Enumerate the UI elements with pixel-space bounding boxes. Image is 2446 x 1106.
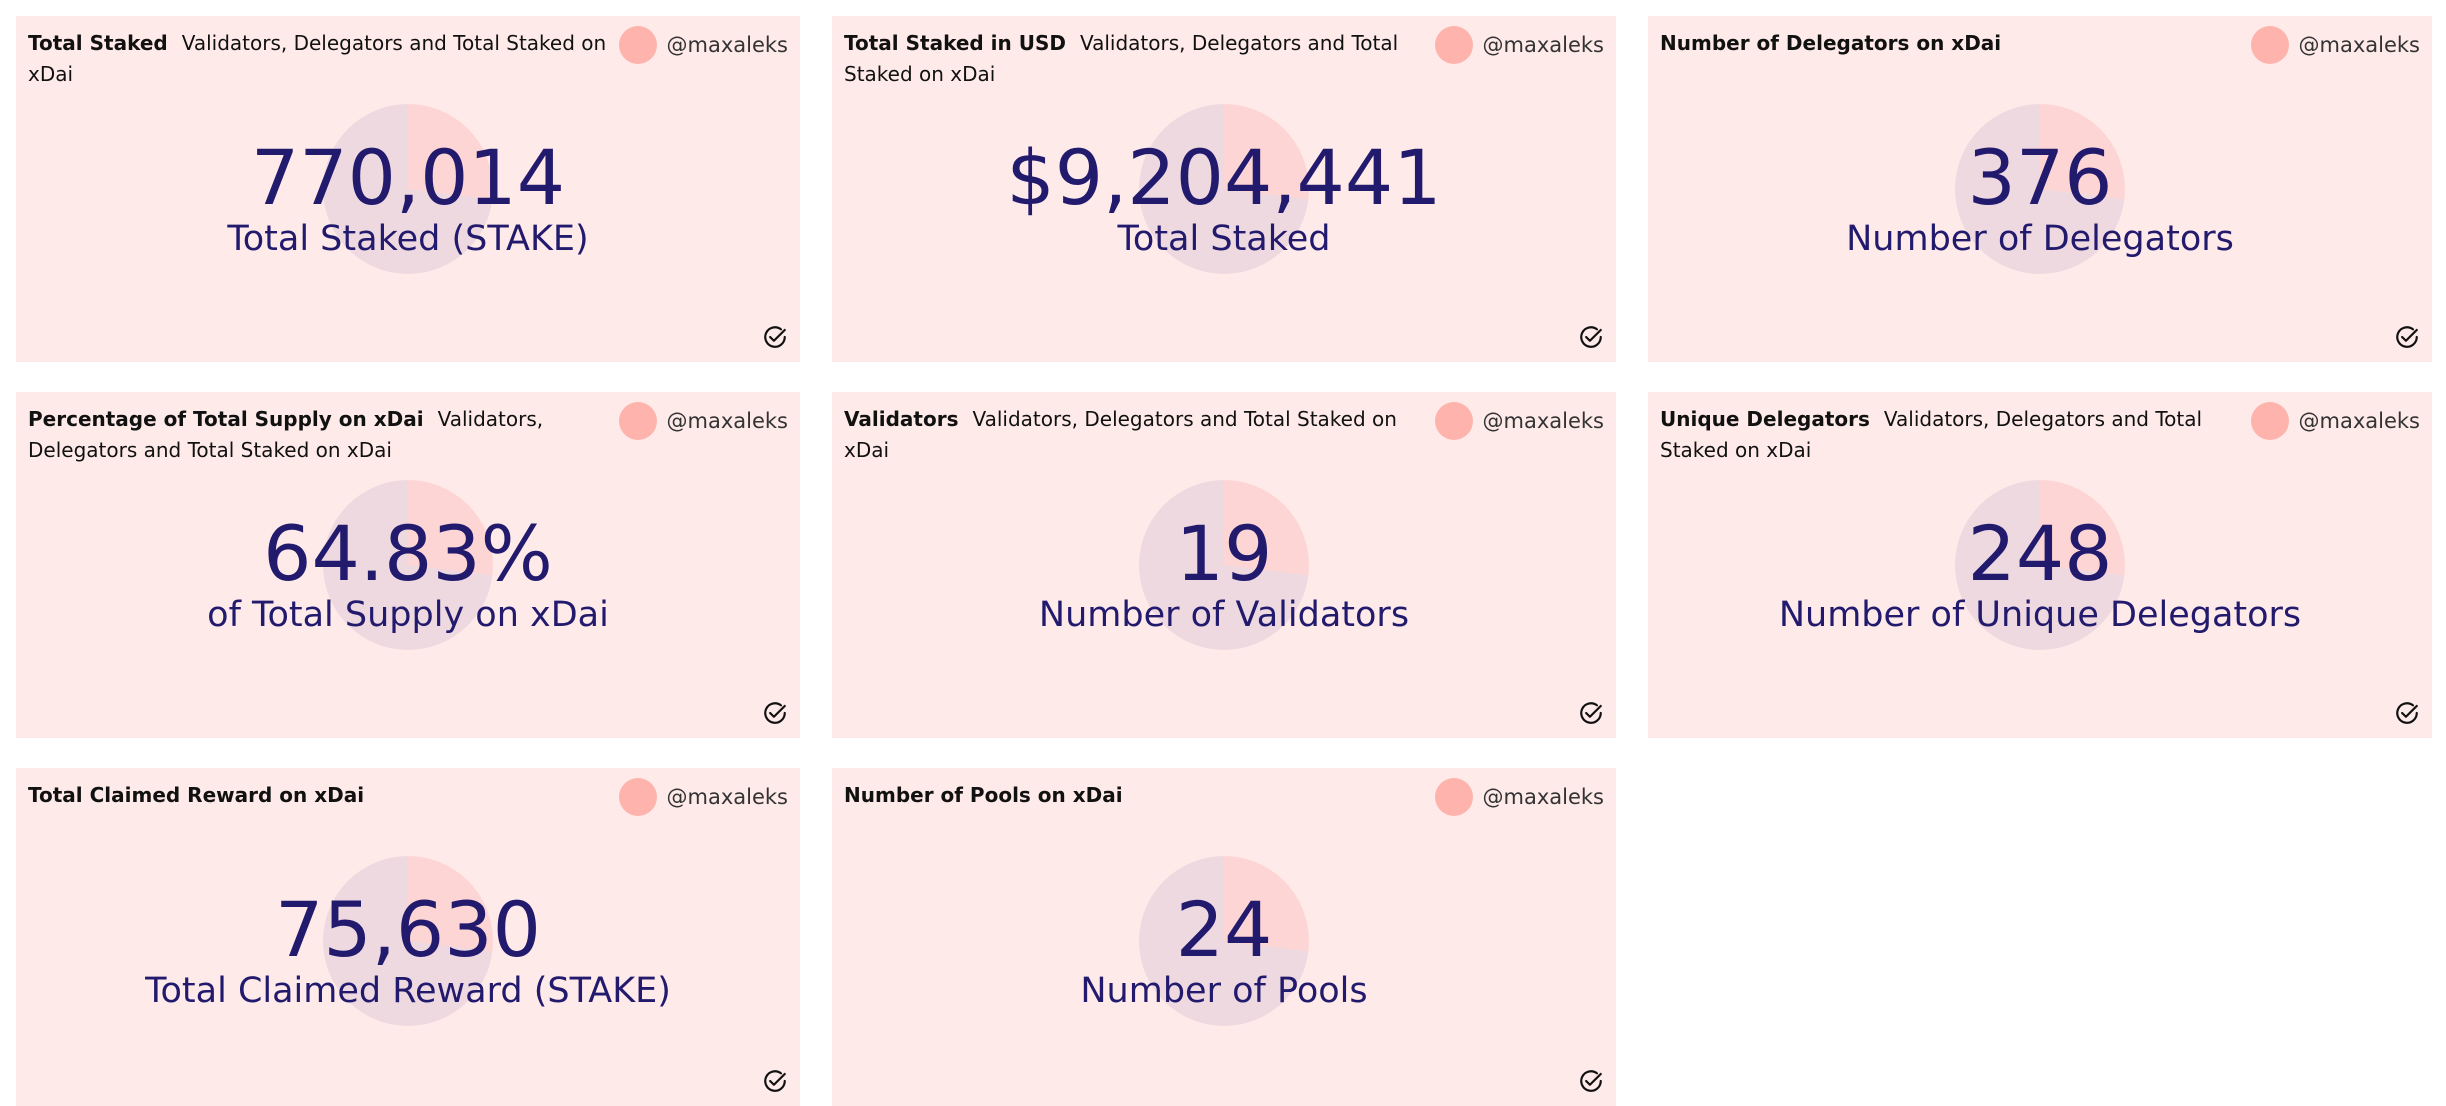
card-number-of-pools[interactable]: Number of Pools on xDai @maxaleks 24 Num… xyxy=(832,768,1616,1106)
card-unique-delegators[interactable]: Unique Delegators Validators, Delegators … xyxy=(1648,392,2432,738)
card-subtitle[interactable]: Validators, Delegators and Total Staked … xyxy=(1660,407,2203,462)
counter: $9,204,441 Total Staked xyxy=(832,104,1616,274)
author-name[interactable]: @maxaleks xyxy=(666,785,788,809)
avatar[interactable] xyxy=(618,402,657,440)
counter: 24 Number of Pools xyxy=(832,856,1616,1026)
author[interactable]: @maxaleks xyxy=(618,778,788,816)
check-circle-icon[interactable] xyxy=(1578,324,1604,350)
author-name[interactable]: @maxaleks xyxy=(666,33,788,57)
author[interactable]: @maxaleks xyxy=(1434,402,1604,440)
counter-background-circle xyxy=(323,480,493,650)
author[interactable]: @maxaleks xyxy=(2250,402,2420,440)
author[interactable]: @maxaleks xyxy=(2250,26,2420,64)
avatar[interactable] xyxy=(1434,778,1473,816)
card-subtitle[interactable]: Validators, Delegators and Total Staked … xyxy=(844,31,1399,86)
avatar[interactable] xyxy=(618,778,657,816)
card-total-claimed-reward[interactable]: Total Claimed Reward on xDai @maxaleks 7… xyxy=(16,768,800,1106)
counter-label: Number of Unique Delegators xyxy=(1778,595,2302,635)
author-name[interactable]: @maxaleks xyxy=(2298,409,2420,433)
check-circle-icon[interactable] xyxy=(762,700,788,726)
card-title[interactable]: Validators xyxy=(844,407,959,431)
card-total-staked-usd[interactable]: Total Staked in USD Validators, Delegator… xyxy=(832,16,1616,362)
counter-value: $9,204,441 xyxy=(1006,133,1442,222)
counter-background-circle xyxy=(1139,856,1309,1026)
check-circle-icon[interactable] xyxy=(762,324,788,350)
card-subtitle[interactable]: Validators, Delegators and Total Staked … xyxy=(28,31,607,86)
counter-value: 248 xyxy=(1967,509,2113,598)
counter-value: 24 xyxy=(1175,885,1273,974)
check-circle-icon[interactable] xyxy=(2394,324,2420,350)
card-title[interactable]: Total Staked xyxy=(28,31,168,55)
card-header: Total Claimed Reward on xDai xyxy=(28,780,628,811)
author-name[interactable]: @maxaleks xyxy=(1482,409,1604,433)
author-name[interactable]: @maxaleks xyxy=(2298,33,2420,57)
counter-background-circle xyxy=(323,104,493,274)
counter-label: Number of Delegators xyxy=(1846,219,2234,259)
counter-label: of Total Supply on xDai xyxy=(207,595,609,635)
author[interactable]: @maxaleks xyxy=(618,402,788,440)
card-header: Validators Validators, Delegators and Tot… xyxy=(844,404,1444,466)
dashboard-grid: Total Staked Validators, Delegators and T… xyxy=(16,16,2432,1106)
avatar[interactable] xyxy=(1434,26,1473,64)
avatar[interactable] xyxy=(2250,402,2289,440)
card-subtitle[interactable]: Validators, Delegators and Total Staked … xyxy=(844,407,1397,462)
avatar[interactable] xyxy=(2250,26,2289,64)
card-title[interactable]: Number of Pools on xDai xyxy=(844,783,1123,807)
author-name[interactable]: @maxaleks xyxy=(666,409,788,433)
card-header: Number of Pools on xDai xyxy=(844,780,1444,811)
counter-background-circle xyxy=(1139,104,1309,274)
counter: 248 Number of Unique Delegators xyxy=(1648,480,2432,650)
counter-value: 64.83% xyxy=(263,509,553,598)
counter: 75,630 Total Claimed Reward (STAKE) xyxy=(16,856,800,1026)
counter-label: Total Staked xyxy=(1117,219,1331,259)
counter-label: Total Staked (STAKE) xyxy=(227,219,589,259)
counter-background-circle xyxy=(323,856,493,1026)
counter: 770,014 Total Staked (STAKE) xyxy=(16,104,800,274)
card-title[interactable]: Percentage of Total Supply on xDai xyxy=(28,407,424,431)
card-header: Total Staked in USD Validators, Delegator… xyxy=(844,28,1444,90)
counter: 376 Number of Delegators xyxy=(1648,104,2432,274)
author[interactable]: @maxaleks xyxy=(1434,26,1604,64)
avatar[interactable] xyxy=(1434,402,1473,440)
card-percentage-total-supply[interactable]: Percentage of Total Supply on xDai Valida… xyxy=(16,392,800,738)
counter-label: Total Claimed Reward (STAKE) xyxy=(145,971,671,1011)
card-title[interactable]: Total Claimed Reward on xDai xyxy=(28,783,365,807)
author[interactable]: @maxaleks xyxy=(618,26,788,64)
check-circle-icon[interactable] xyxy=(762,1068,788,1094)
counter-label: Number of Pools xyxy=(1080,971,1368,1011)
counter: 64.83% of Total Supply on xDai xyxy=(16,480,800,650)
counter-background-circle xyxy=(1955,104,2125,274)
card-title[interactable]: Unique Delegators xyxy=(1660,407,1870,431)
check-circle-icon[interactable] xyxy=(1578,1068,1604,1094)
card-number-of-delegators[interactable]: Number of Delegators on xDai @maxaleks 3… xyxy=(1648,16,2432,362)
counter: 19 Number of Validators xyxy=(832,480,1616,650)
author[interactable]: @maxaleks xyxy=(1434,778,1604,816)
author-name[interactable]: @maxaleks xyxy=(1482,785,1604,809)
card-validators[interactable]: Validators Validators, Delegators and Tot… xyxy=(832,392,1616,738)
card-title[interactable]: Total Staked in USD xyxy=(844,31,1066,55)
card-header: Total Staked Validators, Delegators and T… xyxy=(28,28,628,90)
counter-value: 376 xyxy=(1967,133,2113,222)
check-circle-icon[interactable] xyxy=(1578,700,1604,726)
counter-background-circle xyxy=(1955,480,2125,650)
card-header: Percentage of Total Supply on xDai Valida… xyxy=(28,404,628,466)
counter-label: Number of Validators xyxy=(1038,595,1410,635)
card-title[interactable]: Number of Delegators on xDai xyxy=(1660,31,2002,55)
card-total-staked[interactable]: Total Staked Validators, Delegators and T… xyxy=(16,16,800,362)
counter-value: 770,014 xyxy=(250,133,566,222)
card-header: Unique Delegators Validators, Delegators … xyxy=(1660,404,2260,466)
counter-value: 19 xyxy=(1175,509,1273,598)
card-header: Number of Delegators on xDai xyxy=(1660,28,2260,59)
counter-value: 75,630 xyxy=(275,885,541,974)
avatar[interactable] xyxy=(618,26,657,64)
counter-background-circle xyxy=(1139,480,1309,650)
check-circle-icon[interactable] xyxy=(2394,700,2420,726)
card-subtitle[interactable]: Validators, Delegators and Total Staked … xyxy=(28,407,544,462)
author-name[interactable]: @maxaleks xyxy=(1482,33,1604,57)
